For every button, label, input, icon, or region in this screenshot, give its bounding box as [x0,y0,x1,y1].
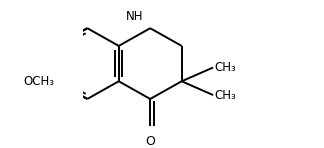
Text: CH₃: CH₃ [215,61,237,74]
Text: CH₃: CH₃ [215,89,237,102]
Text: NH: NH [126,10,143,23]
Text: OCH₃: OCH₃ [24,75,55,88]
Text: O: O [145,135,155,148]
